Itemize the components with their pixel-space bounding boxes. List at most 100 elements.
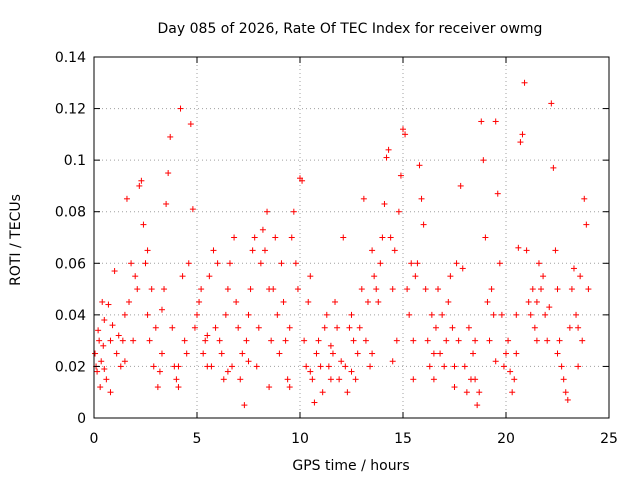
data-point [476,389,483,396]
data-point [204,332,211,339]
data-point [348,311,355,318]
data-point [109,322,116,329]
data-point [286,324,293,331]
data-point [428,311,435,318]
data-point [459,265,466,272]
data-point [327,342,334,349]
data-point [319,389,326,396]
data-point [101,366,108,373]
data-point [117,363,124,370]
data-point [200,350,207,357]
y-axis-label: ROTI / TECUs [8,194,24,286]
data-point [371,273,378,280]
data-point [544,337,551,344]
data-point [276,350,283,357]
data-point [470,350,477,357]
data-point [548,100,555,107]
data-point [99,298,106,305]
data-point [538,286,545,293]
data-point [130,337,137,344]
data-point [395,208,402,215]
data-point [492,358,499,365]
data-point [457,182,464,189]
data-point [100,342,107,349]
data-point [554,350,561,357]
data-point [513,350,520,357]
data-point [189,206,196,213]
data-point [511,376,518,383]
data-point [367,363,374,370]
data-point [566,324,573,331]
y-tick-label: 0.04 [55,308,86,324]
data-point [410,337,417,344]
data-point [496,260,503,267]
data-point [478,118,485,125]
data-point [533,337,540,344]
y-tick-label: 0.02 [55,359,86,375]
data-point [294,286,301,293]
data-point [521,79,528,86]
data-point [535,260,542,267]
data-point [556,337,563,344]
data-point [488,286,495,293]
data-point [570,265,577,272]
data-point [224,286,231,293]
data-point [128,260,135,267]
x-tick-label: 10 [291,431,309,447]
data-point [303,363,310,370]
data-point [264,208,271,215]
data-point [107,337,114,344]
data-point [402,131,409,138]
data-point [231,234,238,241]
data-point [525,298,532,305]
data-point [233,298,240,305]
data-point [183,350,190,357]
data-point [362,337,369,344]
data-point [358,286,365,293]
data-point [202,337,209,344]
data-point [480,157,487,164]
data-point [156,368,163,375]
data-point [455,337,462,344]
data-point [581,195,588,202]
data-point [579,337,586,344]
data-point [369,247,376,254]
data-point [144,247,151,254]
data-point [163,200,170,207]
data-point [418,195,425,202]
data-point [325,363,332,370]
data-point [486,337,493,344]
data-point [461,363,468,370]
data-point [115,332,122,339]
data-point [441,363,448,370]
data-point [515,244,522,251]
data-point [344,389,351,396]
data-point [257,260,264,267]
data-point [158,306,165,313]
data-point [272,234,279,241]
data-point [214,260,221,267]
chart-title: Day 085 of 2026, Rate Of TEC Index for r… [158,21,543,37]
data-point [268,337,275,344]
data-point [253,363,260,370]
data-point [226,260,233,267]
data-point [280,298,287,305]
x-axis-label: GPS time / hours [292,458,409,474]
data-point [169,324,176,331]
data-point [167,133,174,140]
data-point [212,324,219,331]
y-tick-label: 0.14 [55,50,86,66]
data-point [206,273,213,280]
data-point [575,363,582,370]
data-point [154,384,161,391]
data-point [175,363,182,370]
data-point [513,311,520,318]
data-point [121,358,128,365]
data-point [181,337,188,344]
data-point [191,324,198,331]
data-point [288,234,295,241]
data-point [507,368,514,375]
data-point [577,273,584,280]
data-point [185,260,192,267]
data-point [292,260,299,267]
